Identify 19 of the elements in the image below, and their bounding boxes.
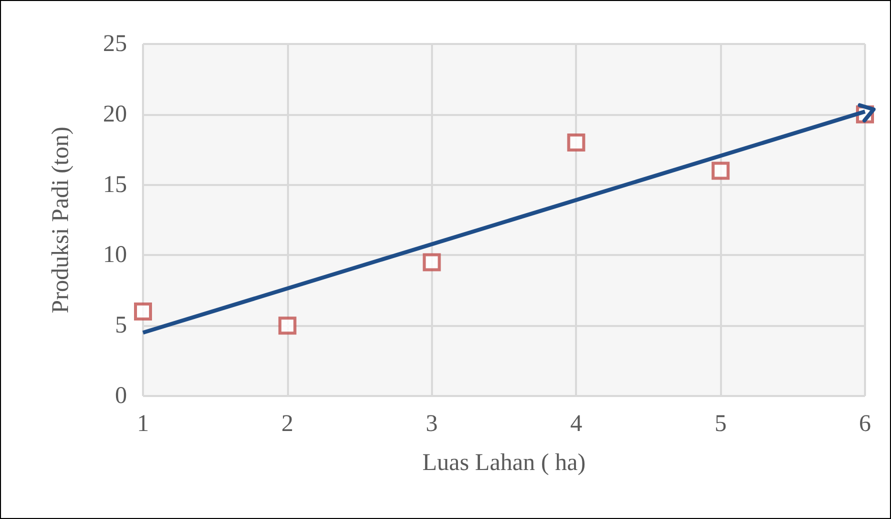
y-tick-label: 5 [115,312,127,339]
y-tick-label: 20 [103,101,127,128]
point [134,302,152,321]
y-axis-title: Produksi Padi (ton) [48,126,74,314]
x-tick-label: 2 [281,411,294,437]
y-tick-label: 25 [103,31,127,57]
x-tick-label: 5 [714,411,727,437]
x-axis-title: Luas Lahan ( ha) [422,450,586,476]
y-tick-label: 0 [115,383,127,409]
point [278,316,296,335]
y-tick-label: 10 [103,242,127,268]
point [567,134,586,152]
x-tick-label: 3 [426,411,438,437]
point [422,253,441,272]
x-tick-label: 6 [859,411,871,437]
point [712,162,730,180]
y-tick-label: 15 [103,172,127,198]
x-tick-label: 1 [137,411,149,437]
x-tick-label: 4 [570,411,582,437]
